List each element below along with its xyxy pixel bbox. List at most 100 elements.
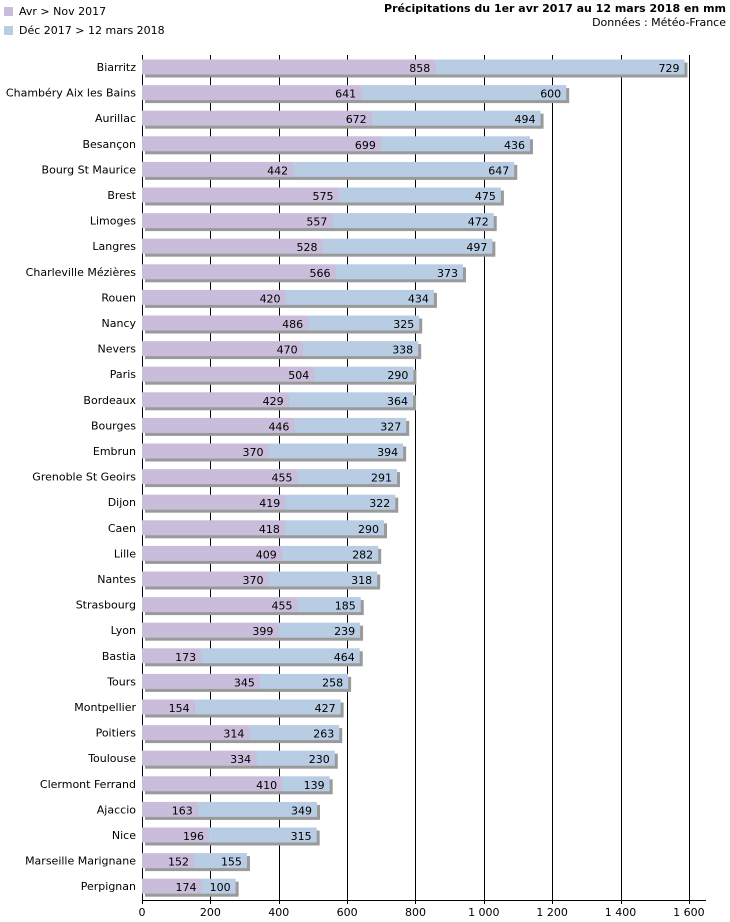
bar-segment-dec-mars: [201, 878, 236, 894]
category-label: Toulouse: [87, 752, 136, 765]
value-label-avr-nov: 420: [260, 292, 281, 305]
bar-segment-avr-nov: [142, 853, 194, 869]
bar-segment-dec-mars: [284, 520, 385, 536]
value-label-avr-nov: 557: [306, 216, 327, 229]
value-label-avr-nov: 345: [234, 676, 255, 689]
category-label: Perpignan: [81, 880, 136, 893]
bar-segment-dec-mars: [361, 85, 567, 101]
bar-segment-dec-mars: [268, 443, 404, 459]
bar-segment-avr-nov: [142, 494, 286, 510]
value-label-dec-mars: 494: [515, 113, 536, 126]
bar-segment-avr-nov: [142, 878, 202, 894]
value-label-dec-mars: 600: [540, 88, 561, 101]
bar-segment-avr-nov: [142, 443, 269, 459]
value-label-avr-nov: 409: [256, 548, 277, 561]
bar-segment-dec-mars: [302, 341, 419, 357]
bar-segment-dec-mars: [259, 673, 349, 689]
value-label-avr-nov: 174: [175, 881, 196, 894]
legend-item-dec-mars: Déc 2017 > 12 mars 2018: [4, 21, 165, 40]
category-label: Rouen: [101, 291, 136, 304]
bar-segment-dec-mars: [256, 750, 335, 766]
category-label: Marseille Marignane: [25, 855, 136, 868]
bar-segment-avr-nov: [142, 699, 195, 715]
value-label-avr-nov: 528: [296, 241, 317, 254]
category-label: Brest: [107, 189, 136, 202]
bar-segment-dec-mars: [268, 571, 378, 587]
bar-segment-avr-nov: [142, 571, 269, 587]
value-label-dec-mars: 139: [304, 779, 325, 792]
bar-segment-dec-mars: [288, 392, 414, 408]
category-label: Clermont Ferrand: [40, 778, 136, 791]
bar-segment-avr-nov: [142, 801, 198, 817]
chart-title: Précipitations du 1er avr 2017 au 12 mar…: [384, 2, 726, 15]
bar-segment-avr-nov: [142, 213, 333, 229]
bar-segment-avr-nov: [142, 136, 381, 152]
bar-segment-dec-mars: [322, 238, 493, 254]
bar-segment-avr-nov: [142, 520, 285, 536]
value-label-avr-nov: 429: [263, 395, 284, 408]
category-label: Lyon: [111, 624, 136, 637]
category-label: Limoges: [90, 215, 136, 228]
bar-segment-avr-nov: [142, 110, 372, 126]
value-label-avr-nov: 152: [168, 856, 189, 869]
category-label: Tours: [106, 675, 136, 688]
category-label: Caen: [108, 522, 136, 535]
bar-segment-dec-mars: [293, 161, 515, 177]
value-label-dec-mars: 464: [334, 651, 355, 664]
bar-segment-dec-mars: [282, 776, 330, 792]
bar-segment-avr-nov: [142, 264, 336, 280]
bar-segment-avr-nov: [142, 341, 303, 357]
x-tick-label: 800: [405, 906, 426, 919]
value-label-avr-nov: 504: [288, 369, 309, 382]
value-label-dec-mars: 155: [221, 856, 242, 869]
value-label-dec-mars: 318: [351, 574, 372, 587]
value-label-dec-mars: 436: [504, 139, 525, 152]
value-label-avr-nov: 446: [268, 420, 289, 433]
category-label: Nevers: [97, 343, 136, 356]
value-label-avr-nov: 154: [169, 702, 190, 715]
bar-segment-avr-nov: [142, 187, 339, 203]
value-label-dec-mars: 364: [387, 395, 408, 408]
value-label-avr-nov: 641: [335, 88, 356, 101]
category-label: Aurillac: [95, 112, 136, 125]
value-label-dec-mars: 290: [387, 369, 408, 382]
bar-segment-dec-mars: [294, 417, 407, 433]
value-label-avr-nov: 418: [259, 523, 280, 536]
bar-segment-dec-mars: [380, 136, 530, 152]
category-label: Bordeaux: [83, 394, 136, 407]
value-label-dec-mars: 434: [408, 292, 429, 305]
category-label: Bastia: [102, 650, 136, 663]
value-label-avr-nov: 455: [272, 472, 293, 485]
value-label-avr-nov: 575: [313, 190, 334, 203]
bar-segment-dec-mars: [335, 264, 463, 280]
bar-segment-dec-mars: [249, 725, 340, 741]
x-tick-label: 200: [200, 906, 221, 919]
value-label-dec-mars: 325: [393, 318, 414, 331]
bar-segment-dec-mars: [297, 597, 361, 613]
legend-label-dec-mars: Déc 2017 > 12 mars 2018: [19, 24, 165, 37]
value-label-dec-mars: 282: [352, 548, 373, 561]
bar-segment-dec-mars: [297, 469, 397, 485]
value-label-dec-mars: 327: [380, 420, 401, 433]
category-label: Grenoble St Geoirs: [32, 471, 136, 484]
bar-segment-dec-mars: [281, 545, 379, 561]
x-tick-label: 1 200: [536, 906, 568, 919]
x-tick-label: 1 600: [673, 906, 705, 919]
x-tick-label: 1 000: [468, 906, 500, 919]
category-label: Dijon: [108, 496, 136, 509]
bar-segment-dec-mars: [278, 622, 361, 638]
chart-source: Données : Météo-France: [592, 16, 726, 29]
bar-segment-dec-mars: [194, 699, 341, 715]
category-label: Chambéry Aix les Bains: [6, 87, 136, 100]
bar-segment-dec-mars: [285, 289, 434, 305]
category-label: Embrun: [93, 445, 136, 458]
legend: Avr > Nov 2017 Déc 2017 > 12 mars 2018: [4, 2, 165, 40]
category-label: Biarritz: [97, 61, 137, 74]
value-label-dec-mars: 263: [313, 728, 334, 741]
legend-swatch-avr-nov: [4, 7, 13, 16]
value-label-dec-mars: 185: [335, 600, 356, 613]
value-label-avr-nov: 196: [183, 830, 204, 843]
value-label-avr-nov: 173: [175, 651, 196, 664]
bar-segment-dec-mars: [197, 801, 318, 817]
